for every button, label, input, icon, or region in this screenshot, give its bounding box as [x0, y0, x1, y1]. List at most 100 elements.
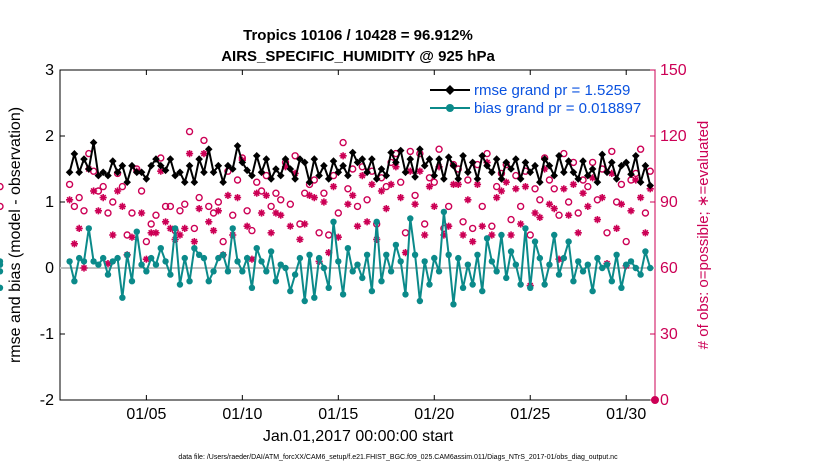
- y-right-tick-label: 30: [660, 326, 678, 343]
- bias-point: [90, 258, 97, 265]
- obs-possible-point: [622, 237, 630, 246]
- bias-point: [493, 268, 500, 275]
- obs-possible-point: [320, 189, 328, 197]
- obs-evaluated-point: [89, 187, 98, 195]
- bias-point: [632, 264, 640, 272]
- obs-evaluated-point: [281, 163, 290, 171]
- x-tick-label: 01/25: [510, 406, 550, 423]
- rmse-point: [483, 161, 491, 170]
- bias-point: [618, 284, 625, 291]
- chart-title-line1: Tropics 10106 / 10428 = 96.912%: [243, 27, 473, 44]
- rmse-point: [286, 165, 295, 173]
- chart-title-line2: AIRS_SPECIFIC_HUMIDITY @ 925 hPa: [221, 48, 495, 65]
- obs-possible-point: [555, 211, 563, 219]
- obs-evaluated-point: [113, 187, 122, 195]
- rmse-point: [291, 175, 299, 183]
- bias-point: [282, 264, 289, 272]
- obs-evaluated-point: [325, 249, 333, 257]
- rmse-point: [339, 161, 347, 170]
- obs-evaluated-point: [358, 172, 366, 180]
- obs-evaluated-point: [109, 231, 117, 239]
- y-right-tick-label: 0: [660, 392, 669, 409]
- y-tick-label: 2: [45, 128, 54, 145]
- rmse-point: [75, 168, 83, 177]
- bias-point: [363, 251, 371, 258]
- bias-point: [551, 231, 558, 239]
- rmse-point: [219, 178, 227, 186]
- obs-evaluated-point: [488, 231, 496, 239]
- bias-point: [234, 258, 241, 265]
- obs-evaluated-point: [137, 209, 146, 217]
- bias-point: [191, 245, 198, 252]
- bias-point: [387, 268, 395, 275]
- rmse-point: [310, 155, 319, 163]
- bias-point: [306, 251, 313, 258]
- rmse-point: [190, 178, 199, 186]
- obs-evaluated-point: [584, 202, 592, 210]
- bias-point: [0, 258, 4, 265]
- obs-evaluated-point: [233, 194, 242, 202]
- rmse-point: [363, 168, 371, 177]
- bias-point: [229, 225, 236, 232]
- obs-evaluated-point: [224, 191, 232, 199]
- bias-point: [402, 291, 409, 298]
- obs-evaluated-point: [512, 185, 520, 193]
- obs-possible-point: [243, 207, 251, 215]
- bias-point: [267, 248, 275, 255]
- obs-possible-point: [267, 202, 275, 211]
- obs-evaluated-point: [349, 191, 357, 199]
- obs-evaluated-point: [253, 189, 261, 197]
- bias-point: [637, 271, 644, 278]
- obs-possible-point: [286, 200, 295, 208]
- obs-evaluated-point: [344, 200, 352, 208]
- obs-evaluated-point: [142, 255, 150, 263]
- obs-evaluated-point: [497, 187, 506, 195]
- obs-possible-point: [641, 209, 650, 217]
- obs-possible-point: [137, 187, 146, 195]
- obs-possible-point: [492, 182, 501, 191]
- bias-point: [589, 287, 596, 295]
- x-tick-label: 01/20: [414, 406, 454, 423]
- obs-possible-point: [363, 196, 371, 204]
- bias-point: [603, 261, 611, 268]
- rmse-point: [488, 168, 496, 177]
- bias-point: [0, 268, 4, 275]
- rmse-point: [560, 168, 568, 177]
- obs-evaluated-point: [382, 205, 390, 213]
- rmse-point: [598, 150, 607, 159]
- obs-evaluated-point: [205, 218, 213, 226]
- rmse-point: [435, 155, 443, 163]
- obs-possible-point: [531, 185, 539, 193]
- rmse-point: [550, 171, 559, 180]
- bias-point: [368, 287, 376, 295]
- rmse-point: [248, 171, 256, 180]
- rmse-point: [185, 161, 194, 170]
- bias-point: [75, 254, 83, 262]
- obs-evaluated-point: [209, 227, 218, 235]
- obs-evaluated-point: [392, 163, 400, 171]
- obs-possible-point: [315, 229, 323, 237]
- rmse-point: [104, 171, 112, 180]
- obs-evaluated-point: [421, 231, 429, 239]
- obs-possible-point: [75, 193, 83, 202]
- rmse-point: [497, 175, 506, 183]
- obs-evaluated-point: [569, 180, 578, 188]
- legend-rmse-marker: [445, 85, 455, 95]
- bias-point: [215, 254, 222, 262]
- bias-point: [541, 281, 548, 288]
- bias-point: [421, 258, 428, 265]
- obs-possible-point: [536, 196, 544, 204]
- rmse-point: [420, 161, 429, 170]
- obs-evaluated-point: [397, 194, 405, 202]
- rmse-point: [142, 175, 151, 183]
- obs-possible-point: [142, 237, 151, 246]
- obs-possible-point: [617, 180, 626, 189]
- bias-point: [80, 258, 88, 265]
- bias-point: [176, 281, 184, 288]
- bias-point: [171, 225, 179, 232]
- obs-evaluated-point: [377, 187, 386, 195]
- rmse-point: [574, 175, 583, 183]
- y-axis-label: rmse and bias (model - observation): [7, 107, 24, 363]
- obs-evaluated-point: [80, 264, 88, 272]
- obs-evaluated-point: [267, 229, 275, 237]
